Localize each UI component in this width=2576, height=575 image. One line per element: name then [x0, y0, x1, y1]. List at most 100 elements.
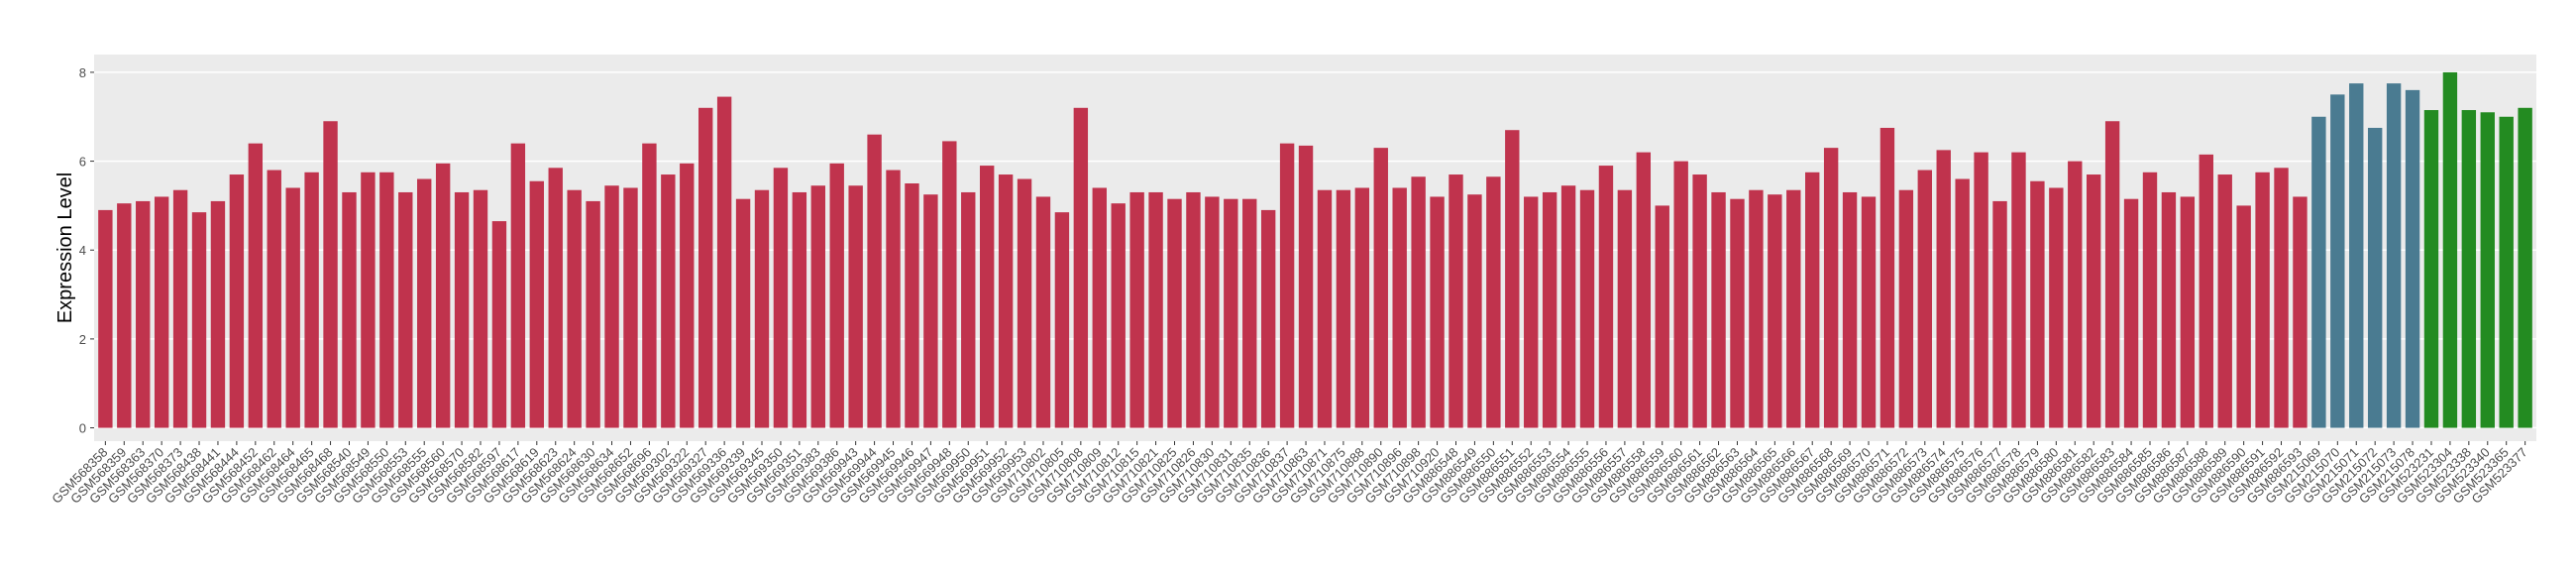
bar [1279, 143, 1295, 428]
bar [2255, 172, 2270, 428]
bar [698, 107, 713, 428]
bar [1298, 145, 1314, 428]
bar [1336, 189, 1351, 428]
bar [248, 143, 264, 428]
bar [1167, 198, 1182, 428]
bar [136, 200, 151, 428]
y-tick-label: 6 [79, 155, 86, 170]
bar [285, 187, 300, 428]
bar [2068, 161, 2083, 428]
y-tick-label: 2 [79, 332, 86, 347]
bar [2199, 154, 2213, 428]
bar [2293, 196, 2308, 428]
y-tick-label: 0 [79, 421, 86, 436]
bar [417, 178, 432, 428]
bar [304, 172, 319, 428]
bar [1092, 187, 1107, 428]
bar [229, 174, 245, 428]
bar [792, 191, 807, 428]
bar [642, 143, 657, 428]
bar [473, 189, 488, 428]
bar [2442, 71, 2458, 428]
bar [2367, 127, 2383, 428]
bar [848, 185, 863, 428]
bar [1224, 198, 1238, 428]
bar [2405, 89, 2420, 428]
bar [754, 189, 770, 428]
bar [510, 143, 526, 428]
bar [1711, 191, 1726, 428]
bar [1560, 185, 1576, 428]
bar [191, 212, 207, 428]
bar [2311, 116, 2326, 428]
bar [2423, 110, 2439, 428]
bar [361, 172, 376, 428]
bar [1579, 189, 1595, 428]
bar [1730, 198, 1745, 428]
bar [2518, 107, 2532, 428]
bar [1879, 127, 1895, 428]
bar [1392, 187, 1407, 428]
bar [1430, 196, 1445, 428]
bar [1054, 212, 1070, 428]
bar [2480, 112, 2495, 428]
bar [1242, 198, 1257, 428]
bar [398, 191, 413, 428]
bar [905, 183, 919, 428]
y-axis-label: Expression Level [54, 172, 76, 323]
bar [435, 163, 451, 428]
bar [1917, 170, 1932, 428]
bar [1955, 178, 1970, 428]
bar [2142, 172, 2158, 428]
bar [1111, 203, 1126, 428]
bar [342, 191, 357, 428]
bar [1636, 152, 1652, 428]
bar [1992, 200, 2007, 428]
bar [267, 170, 281, 428]
bar [1542, 191, 1557, 428]
bar [735, 198, 751, 428]
bar [1673, 161, 1688, 428]
bar [1411, 176, 1426, 428]
bar [172, 189, 188, 428]
bar [323, 121, 338, 428]
bar [867, 134, 882, 428]
bar [2161, 191, 2177, 428]
bar [810, 185, 825, 428]
bar [716, 96, 732, 428]
bar [1749, 189, 1764, 428]
bar [1449, 174, 1463, 428]
bar [2330, 94, 2345, 428]
bar [1505, 130, 1520, 428]
bar [979, 166, 995, 428]
bar [1129, 191, 1144, 428]
bar [942, 141, 957, 428]
bar [1017, 178, 1032, 428]
bar [98, 209, 113, 428]
bar [1823, 148, 1839, 428]
bar [2499, 116, 2514, 428]
bar [1317, 189, 1333, 428]
bar [2104, 121, 2120, 428]
bar [923, 194, 938, 428]
bar [1467, 194, 1482, 428]
bar [1073, 107, 1089, 428]
bar [1805, 172, 1820, 428]
bar [2011, 152, 2026, 428]
bar [680, 163, 695, 428]
bar [2349, 83, 2364, 428]
bar [604, 185, 619, 428]
bar [154, 196, 169, 428]
bar [1974, 152, 1988, 428]
bar [998, 174, 1014, 428]
bar [1655, 205, 1669, 428]
bar [1354, 187, 1370, 428]
bar [1598, 166, 1614, 428]
bar [2461, 110, 2477, 428]
bar [1486, 176, 1501, 428]
y-tick-label: 8 [79, 65, 86, 80]
bar [2274, 168, 2289, 428]
bar [961, 191, 976, 428]
bar [454, 191, 470, 428]
bar [2236, 205, 2251, 428]
